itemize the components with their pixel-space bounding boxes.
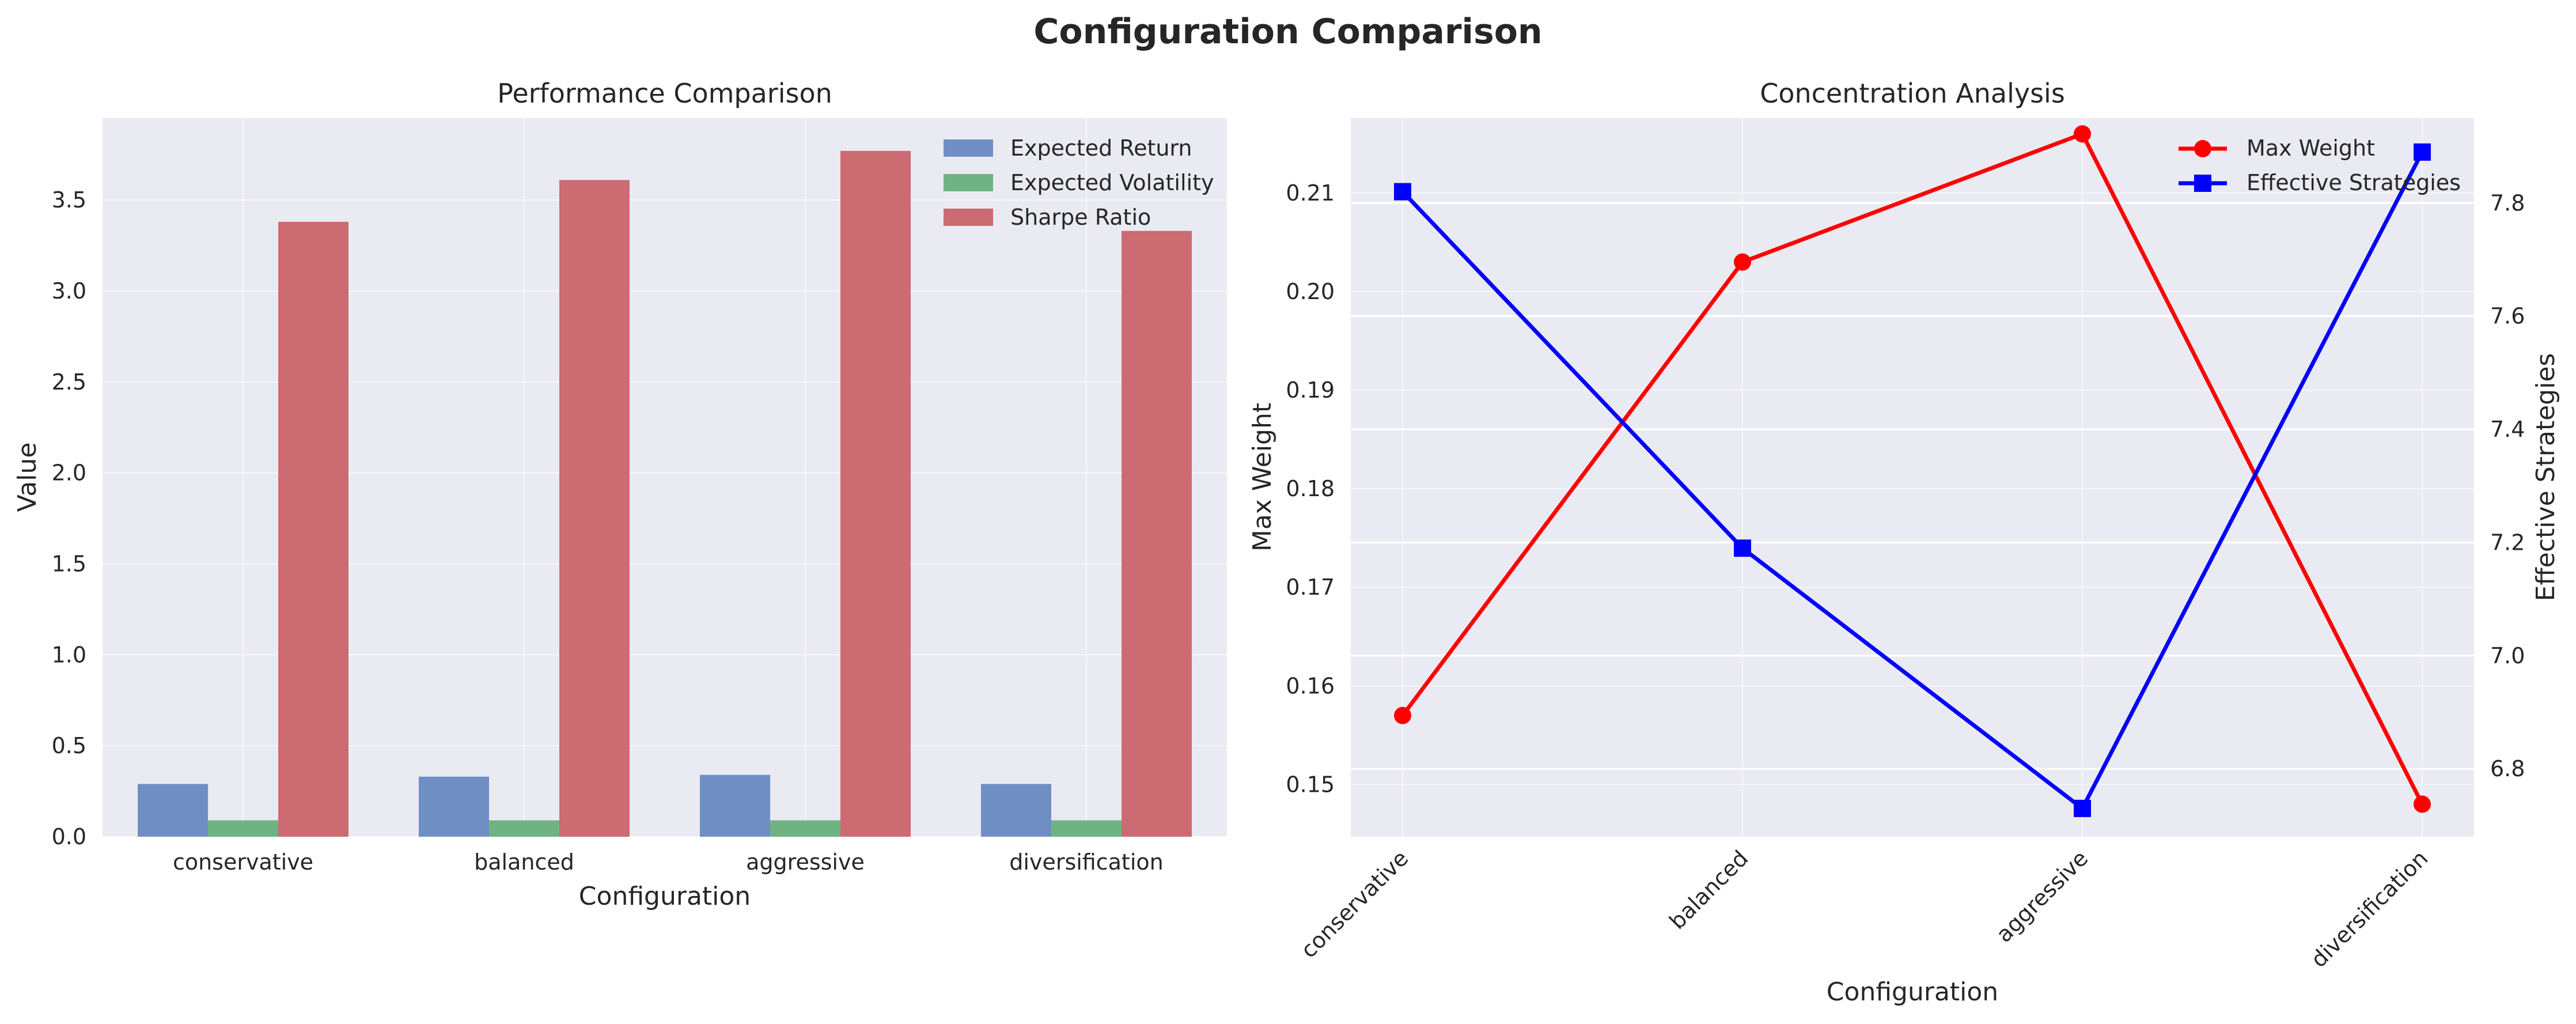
bar-chart-title: Performance Comparison bbox=[497, 78, 832, 109]
right-y-tick-label: 7.6 bbox=[2490, 304, 2525, 329]
legend-marker bbox=[2194, 140, 2211, 157]
bar bbox=[840, 150, 911, 837]
bar bbox=[559, 180, 630, 837]
bar-legend: Expected Return Expected Volatility Sharpe… bbox=[944, 135, 1214, 230]
bar-y-tick-label: 0.5 bbox=[52, 733, 86, 758]
bar bbox=[700, 774, 770, 837]
data-point bbox=[2074, 799, 2091, 817]
line-right-y-ticks: 6.8 7.0 7.2 7.4 7.6 7.8 bbox=[2490, 190, 2525, 781]
left-y-tick-label: 0.17 bbox=[1286, 575, 1335, 600]
left-y-tick-label: 0.16 bbox=[1286, 673, 1335, 698]
legend-marker bbox=[2194, 175, 2211, 192]
bar-x-tick-label: conservative bbox=[173, 849, 313, 875]
data-point bbox=[1734, 539, 1751, 557]
data-point bbox=[2414, 795, 2431, 813]
left-y-tick-label: 0.20 bbox=[1286, 279, 1335, 304]
left-y-tick-label: 0.18 bbox=[1286, 476, 1335, 501]
bar bbox=[208, 820, 278, 837]
data-point bbox=[1394, 706, 1411, 724]
left-y-tick-label: 0.19 bbox=[1286, 377, 1335, 403]
legend-swatch bbox=[944, 174, 993, 191]
bar-y-tick-label: 1.0 bbox=[52, 642, 86, 667]
bar-y-tick-label: 3.5 bbox=[52, 187, 86, 213]
line-x-ticks: conservative balanced aggressive diversific… bbox=[1296, 845, 2433, 972]
bar bbox=[1051, 820, 1122, 837]
bar bbox=[981, 784, 1051, 837]
line-x-tick-label: balanced bbox=[1664, 845, 1753, 934]
bar-series bbox=[138, 150, 1192, 837]
bar bbox=[1122, 231, 1192, 837]
line-left-y-ticks: 0.15 0.16 0.17 0.18 0.19 0.20 0.21 bbox=[1286, 180, 1335, 797]
line-x-tick-label: diversification bbox=[2306, 845, 2433, 972]
performance-comparison-chart: 0.0 0.5 1.0 1.5 2.0 2.5 3.0 3.5 conservative bal… bbox=[13, 78, 1227, 911]
legend-label: Expected Return bbox=[1010, 135, 1192, 161]
bar-y-axis-label: Value bbox=[13, 443, 42, 512]
right-y-tick-label: 7.8 bbox=[2490, 190, 2525, 216]
bar-y-tick-label: 2.0 bbox=[52, 460, 86, 486]
bar-x-tick-label: aggressive bbox=[746, 849, 865, 875]
bar bbox=[489, 820, 559, 837]
bar-y-tick-label: 1.5 bbox=[52, 551, 86, 576]
legend-label: Sharpe Ratio bbox=[1010, 205, 1151, 230]
legend-label: Effective Strategies bbox=[2247, 170, 2461, 195]
line-left-y-axis-label: Max Weight bbox=[1248, 403, 1277, 551]
line-chart-title: Concentration Analysis bbox=[1760, 78, 2065, 109]
right-y-tick-label: 7.2 bbox=[2490, 530, 2525, 555]
data-point bbox=[2074, 125, 2091, 143]
concentration-analysis-chart: 0.15 0.16 0.17 0.18 0.19 0.20 0.21 6.8 7.0 7.2 7.… bbox=[1248, 78, 2560, 1007]
data-point bbox=[2414, 143, 2431, 161]
left-y-tick-label: 0.15 bbox=[1286, 772, 1335, 797]
series-line bbox=[1401, 131, 2425, 806]
data-point bbox=[1734, 253, 1751, 271]
bar bbox=[138, 784, 208, 837]
line-legend: Max Weight Effective Strategies bbox=[2179, 135, 2461, 195]
right-y-tick-label: 7.0 bbox=[2490, 643, 2525, 668]
bar bbox=[770, 820, 840, 837]
right-y-tick-label: 6.8 bbox=[2490, 756, 2525, 781]
line-x-tick-label: conservative bbox=[1296, 845, 1414, 963]
legend-label: Expected Volatility bbox=[1010, 170, 1214, 195]
bar-y-tick-label: 0.0 bbox=[52, 824, 86, 849]
right-y-tick-label: 7.4 bbox=[2490, 417, 2525, 442]
bar bbox=[419, 776, 489, 837]
bar-x-ticks: conservative balanced aggressive diversific… bbox=[173, 849, 1164, 875]
line-plot-area bbox=[1351, 118, 2474, 837]
bar-y-ticks: 0.0 0.5 1.0 1.5 2.0 2.5 3.0 3.5 bbox=[52, 187, 86, 849]
line-gridlines bbox=[1351, 118, 2474, 837]
bar-y-tick-label: 2.5 bbox=[52, 369, 86, 395]
bar-x-tick-label: diversification bbox=[1009, 849, 1163, 875]
legend-swatch bbox=[944, 209, 993, 226]
line-right-y-axis-label: Effective Strategies bbox=[2531, 353, 2560, 602]
legend-swatch bbox=[944, 139, 993, 157]
legend-label: Max Weight bbox=[2247, 135, 2375, 161]
figure-title: Configuration Comparison bbox=[1033, 12, 1542, 52]
series-line bbox=[1401, 151, 2425, 811]
bar-x-axis-label: Configuration bbox=[579, 882, 751, 911]
bar-y-tick-label: 3.0 bbox=[52, 278, 86, 304]
line-series bbox=[1394, 125, 2431, 817]
left-y-tick-label: 0.21 bbox=[1286, 180, 1335, 206]
data-point bbox=[1394, 183, 1411, 201]
bar bbox=[278, 221, 348, 837]
line-x-tick-label: aggressive bbox=[1991, 845, 2093, 947]
line-x-axis-label: Configuration bbox=[1827, 977, 1998, 1007]
bar-x-tick-label: balanced bbox=[474, 849, 574, 875]
